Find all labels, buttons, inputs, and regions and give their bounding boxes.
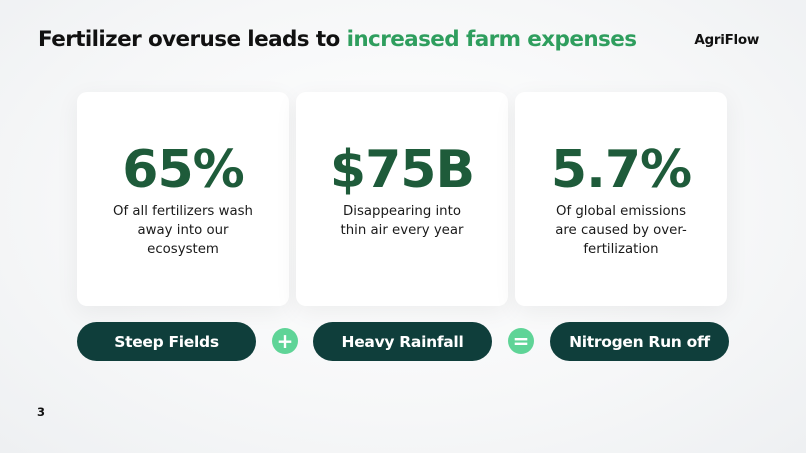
pill-nitrogen-runoff: Nitrogen Run off (550, 322, 729, 361)
title-prefix: Fertilizer overuse leads to (38, 27, 347, 52)
equals-icon: = (508, 328, 534, 354)
stat-description: Disappearing into thin air every year (340, 204, 464, 238)
brand-logo: AgriFlow (694, 32, 759, 48)
title-highlight: increased farm expenses (346, 27, 637, 52)
stat-card-fertilizer-washaway: 65% Of all fertilizers wash away into ou… (77, 92, 289, 306)
stat-description: Of all fertilizers wash away into our ec… (113, 204, 253, 257)
slide-title: Fertilizer overuse leads to increased fa… (38, 27, 637, 52)
page-number: 3 (37, 405, 46, 419)
stat-cards: 65% Of all fertilizers wash away into ou… (77, 92, 727, 306)
stat-card-emissions: 5.7% Of global emissions are caused by o… (515, 92, 727, 306)
stat-value: $75B (329, 140, 475, 200)
stat-description: Of global emissions are caused by over-f… (555, 204, 687, 257)
stat-value: 65% (122, 140, 244, 200)
pill-heavy-rainfall: Heavy Rainfall (313, 322, 492, 361)
stat-value: 5.7% (550, 140, 692, 200)
stat-card-cost: $75B Disappearing into thin air every ye… (296, 92, 508, 306)
pill-steep-fields: Steep Fields (77, 322, 256, 361)
plus-icon: + (272, 328, 298, 354)
